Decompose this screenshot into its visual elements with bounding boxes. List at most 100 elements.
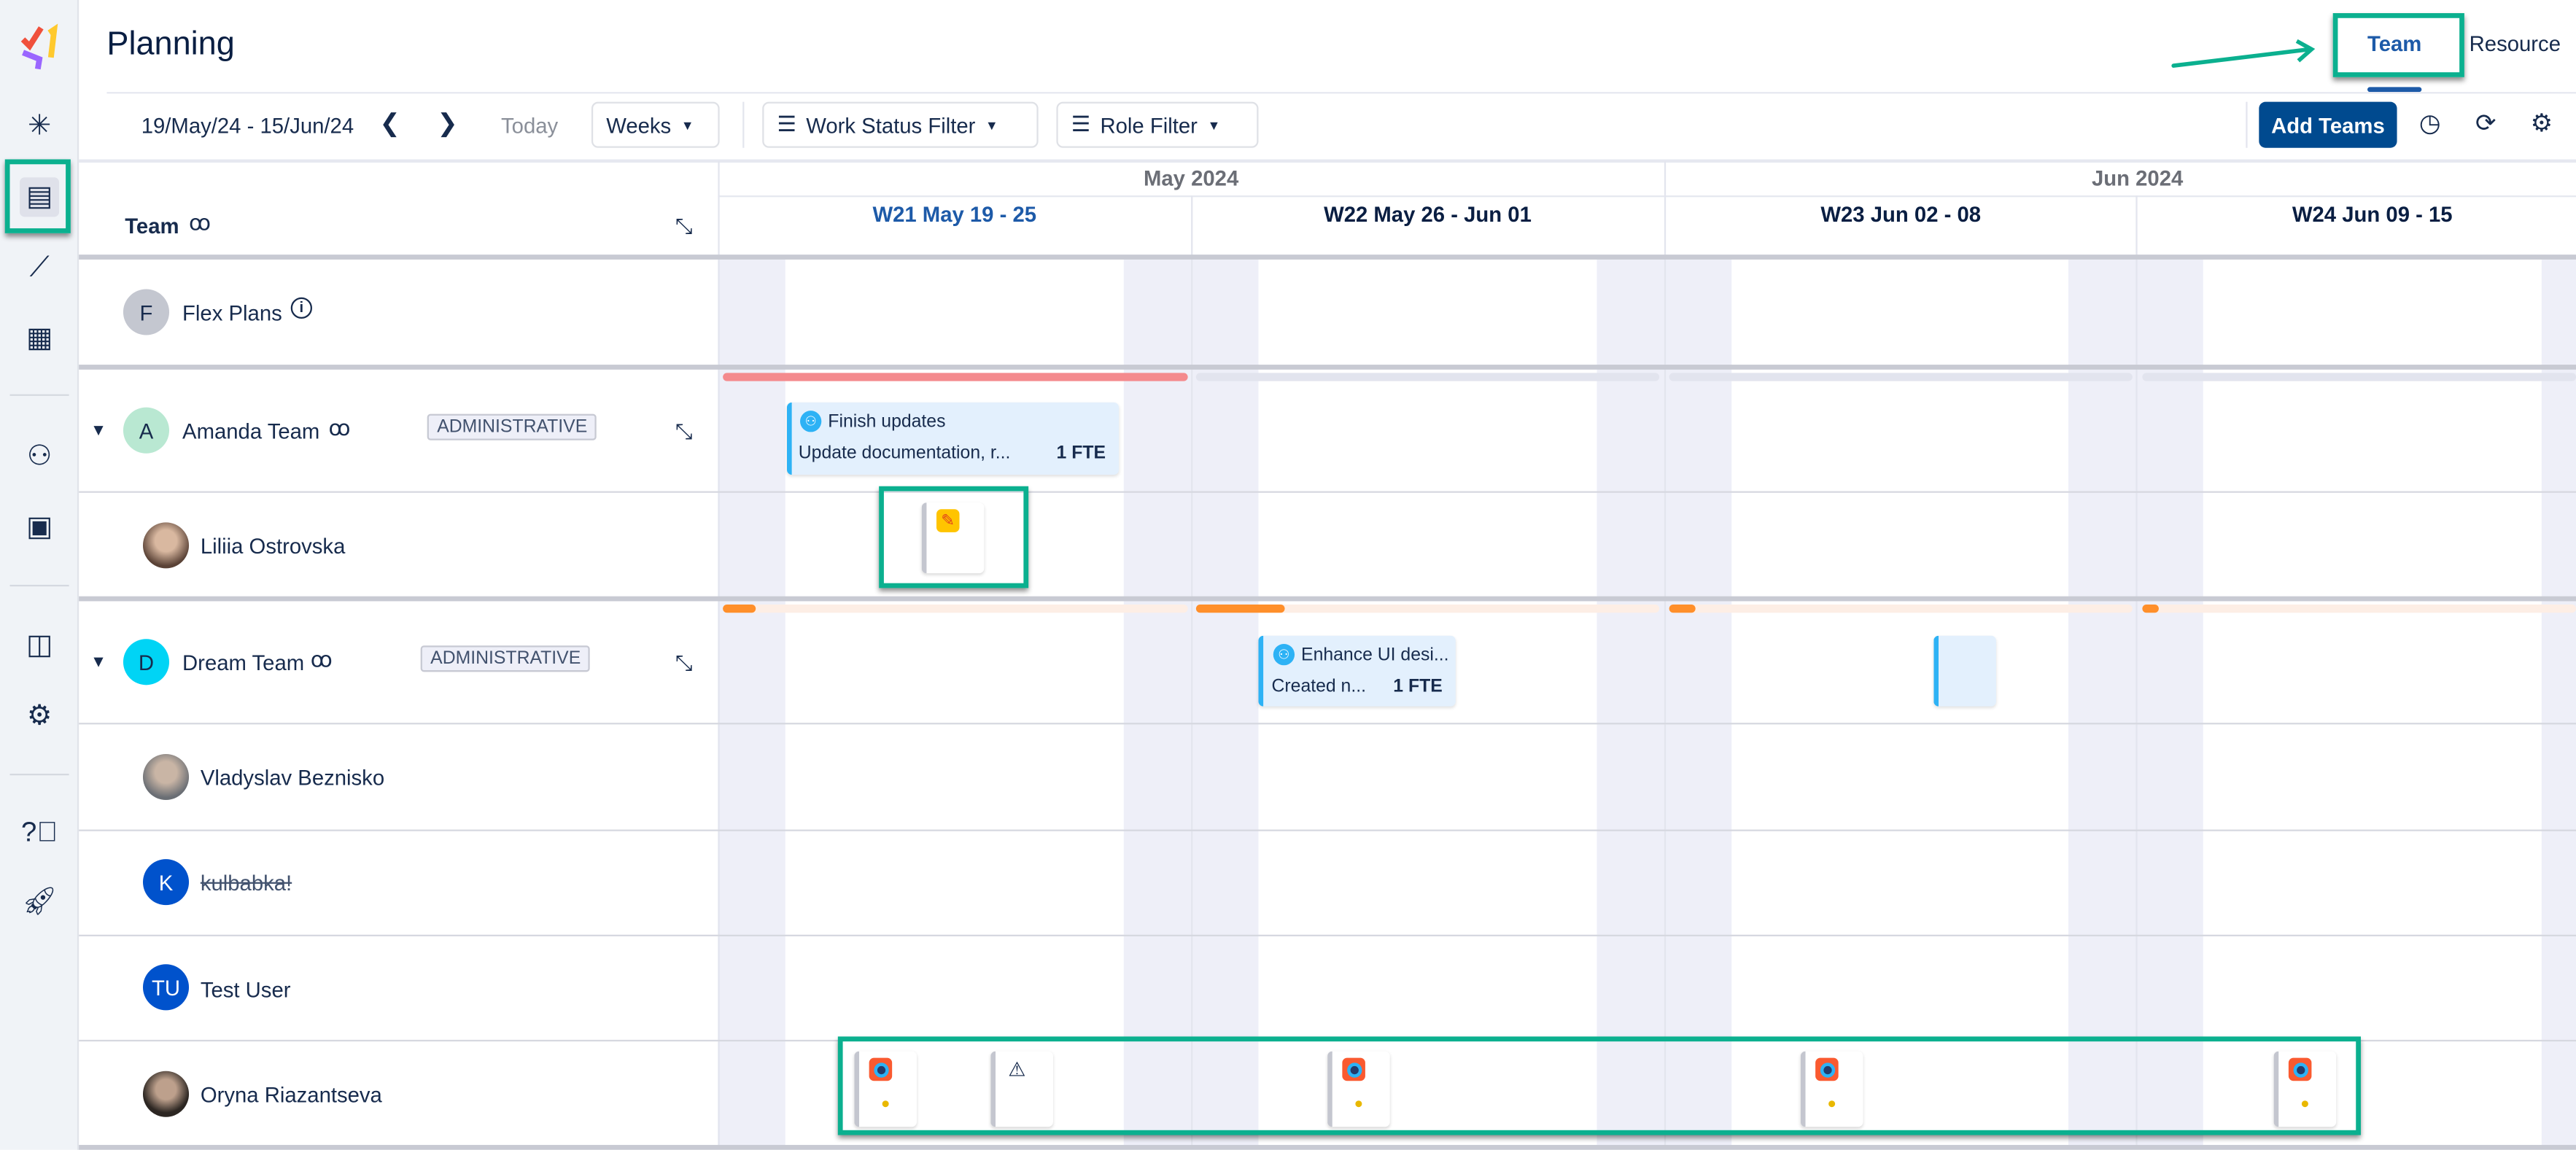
contact-card-icon[interactable]: ▣ xyxy=(26,510,53,543)
divider xyxy=(1664,160,1667,1147)
role-filter[interactable]: ☰ Role Filter ▼ xyxy=(1056,101,1259,148)
date-range: 19/May/24 - 15/Jun/24 xyxy=(141,113,354,139)
info-icon[interactable]: i xyxy=(290,297,312,319)
divider xyxy=(718,195,2576,198)
chart-line-icon[interactable]: ⟋ xyxy=(29,251,50,283)
status-dot xyxy=(1828,1100,1836,1108)
capacity-bar xyxy=(1669,604,2133,613)
avatar-photo xyxy=(142,1071,190,1117)
task-card[interactable] xyxy=(1800,1051,1863,1127)
work-status-filter-label: Work Status Filter xyxy=(806,112,976,138)
caret-down-icon: ▼ xyxy=(1207,117,1221,133)
refresh-icon[interactable]: ⟳ xyxy=(2475,109,2497,139)
avatar: TU xyxy=(142,964,190,1011)
capacity-bar xyxy=(1195,373,1660,381)
avatar-photo xyxy=(142,753,190,801)
add-teams-button[interactable]: Add Teams xyxy=(2259,101,2397,148)
week-label: W21 May 19 - 25 xyxy=(872,202,1037,227)
avatar: A xyxy=(123,407,170,454)
avatar: K xyxy=(142,859,190,906)
chevron-left-icon[interactable]: ❮ xyxy=(379,109,400,139)
gear-icon[interactable]: ⚙ xyxy=(2530,109,2553,139)
task-card[interactable]: ⚠ xyxy=(990,1051,1053,1127)
warning-icon: ⚠ xyxy=(1008,1057,1026,1081)
capacity-bar xyxy=(1195,604,1660,613)
divider xyxy=(2246,101,2248,148)
capacity-bar xyxy=(2142,604,2576,613)
filter-icon: ☰ xyxy=(1071,112,1090,136)
expand-triangle-icon[interactable]: ▼ xyxy=(90,653,107,672)
work-status-filter[interactable]: ☰ Work Status Filter ▼ xyxy=(762,101,1039,148)
avatar-photo xyxy=(142,522,190,569)
planning-icon[interactable]: ▤ xyxy=(20,177,60,217)
plan-card[interactable]: ⚇ Enhance UI desi... Created n... 1 FTE xyxy=(1258,635,1456,707)
row-name[interactable]: Vladyslav Beznisko xyxy=(200,765,385,790)
week-label: W24 Jun 09 - 15 xyxy=(2292,202,2453,227)
card-fte: 1 FTE xyxy=(1393,677,1443,697)
plan-card[interactable] xyxy=(1933,635,1996,707)
row-name[interactable]: Amanda Team xyxy=(182,419,320,444)
weekend-shade xyxy=(1123,259,1259,1147)
group-icon: ꝏ xyxy=(310,647,333,672)
collapse-icon[interactable]: ⤡ xyxy=(675,650,693,675)
week-label: W22 May 26 - Jun 01 xyxy=(1324,202,1532,227)
issue-icon xyxy=(2288,1057,2312,1081)
chevron-right-icon[interactable]: ❯ xyxy=(437,109,458,139)
collapse-all-icon[interactable]: ⤡ xyxy=(675,213,693,238)
week-label: W23 Jun 02 - 08 xyxy=(1820,202,1982,227)
month-label: Jun 2024 xyxy=(2091,166,2184,191)
expand-triangle-icon[interactable]: ▼ xyxy=(90,421,107,440)
page-title: Planning xyxy=(106,26,235,63)
month-label: May 2024 xyxy=(1143,166,1239,191)
card-title: Finish updates xyxy=(828,411,946,432)
sparkle-icon[interactable]: ✳ xyxy=(28,109,52,141)
weekend-shade xyxy=(1597,259,1732,1147)
help-icon[interactable]: ?⃝ xyxy=(21,816,58,848)
highlight-box xyxy=(2332,13,2464,77)
sidebar: ✳ ▤ ⟋ ▦ ⚇ ▣ ◫ ⚙ ?⃝ 🚀︎ xyxy=(0,0,79,1150)
row-name[interactable]: Dream Team xyxy=(182,650,305,675)
divider xyxy=(79,829,2576,831)
task-card[interactable] xyxy=(854,1051,917,1127)
issue-icon xyxy=(1342,1057,1365,1081)
task-card[interactable] xyxy=(2273,1051,2337,1127)
capacity-bar xyxy=(723,604,1188,613)
settings-icon[interactable]: ⚙ xyxy=(26,699,53,731)
team-icon: ⚇ xyxy=(800,411,822,432)
capacity-bar xyxy=(1669,373,2133,381)
role-badge: ADMINISTRATIVE xyxy=(420,645,591,672)
tab-resource[interactable]: Resource xyxy=(2469,31,2561,56)
card-fte: 1 FTE xyxy=(1056,443,1106,464)
status-dot xyxy=(1355,1100,1362,1108)
people-icon[interactable]: ⚇ xyxy=(26,440,53,472)
today-button[interactable]: Today xyxy=(501,113,559,139)
row-name[interactable]: Test User xyxy=(200,977,291,1003)
highlight-box xyxy=(4,159,71,233)
apps-icon[interactable]: ◫ xyxy=(26,629,53,661)
row-name: Flex Plans xyxy=(182,300,282,326)
divider xyxy=(79,255,2576,260)
row-name[interactable]: kulbabka! xyxy=(200,870,292,895)
app-logo[interactable] xyxy=(17,23,63,73)
view-select[interactable]: Weeks ▼ xyxy=(591,101,720,148)
card-title: Enhance UI desi... xyxy=(1301,645,1449,665)
highlight-box xyxy=(837,1036,2361,1135)
divider xyxy=(9,394,69,396)
row-name[interactable]: Liliia Ostrovska xyxy=(200,534,346,559)
row-name[interactable]: Oryna Riazantseva xyxy=(200,1082,382,1108)
divider xyxy=(79,723,2576,725)
status-dot xyxy=(882,1100,889,1108)
team-icon: ⚇ xyxy=(1273,644,1295,666)
plan-card[interactable]: ⚇ Finish updates Update documentation, r.… xyxy=(786,402,1120,475)
task-card[interactable]: ✎ xyxy=(921,502,985,574)
team-column-header: Team xyxy=(125,213,179,238)
divider xyxy=(9,773,69,776)
calendar-grid-icon[interactable]: ▦ xyxy=(26,322,53,354)
task-card[interactable] xyxy=(1327,1051,1390,1127)
tab-team[interactable]: Team xyxy=(2367,31,2422,56)
tab-active-indicator xyxy=(2367,87,2422,93)
rocket-icon[interactable]: 🚀︎ xyxy=(21,885,58,917)
divider xyxy=(9,584,69,587)
collapse-icon[interactable]: ⤡ xyxy=(675,419,693,444)
clock-icon[interactable]: ◷ xyxy=(2418,109,2441,139)
